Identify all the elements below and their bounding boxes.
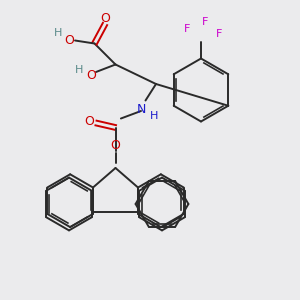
- Text: F: F: [216, 29, 222, 40]
- Text: O: O: [100, 12, 110, 25]
- Text: H: H: [54, 28, 63, 38]
- Text: O: O: [65, 34, 74, 47]
- Text: F: F: [202, 17, 209, 28]
- Text: H: H: [149, 111, 158, 122]
- Text: N: N: [136, 103, 146, 116]
- Text: H: H: [75, 65, 83, 75]
- Text: O: O: [85, 115, 94, 128]
- Text: O: O: [111, 139, 120, 152]
- Text: O: O: [86, 69, 96, 82]
- Text: F: F: [184, 23, 191, 34]
